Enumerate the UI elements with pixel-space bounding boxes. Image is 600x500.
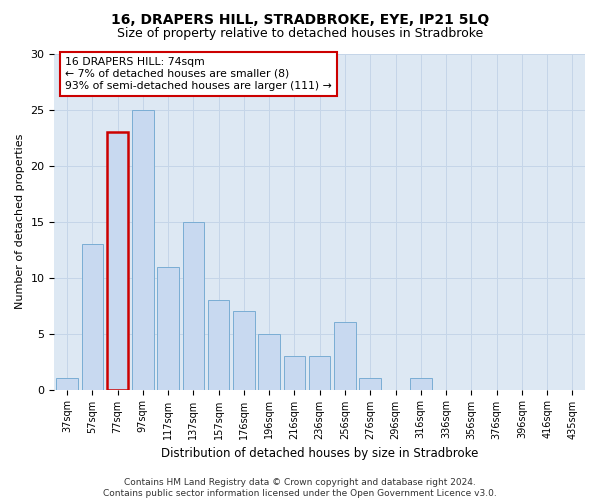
X-axis label: Distribution of detached houses by size in Stradbroke: Distribution of detached houses by size … [161, 447, 478, 460]
Bar [82, 244, 103, 390]
Bar [132, 110, 154, 390]
Bar [359, 378, 381, 390]
Bar [107, 132, 128, 390]
Text: Size of property relative to detached houses in Stradbroke: Size of property relative to detached ho… [117, 28, 483, 40]
Text: 16 DRAPERS HILL: 74sqm
← 7% of detached houses are smaller (8)
93% of semi-detac: 16 DRAPERS HILL: 74sqm ← 7% of detached … [65, 58, 332, 90]
Bar [259, 334, 280, 390]
Bar [56, 378, 78, 390]
Bar [309, 356, 331, 390]
Bar [182, 222, 204, 390]
Bar [157, 266, 179, 390]
Text: Contains HM Land Registry data © Crown copyright and database right 2024.
Contai: Contains HM Land Registry data © Crown c… [103, 478, 497, 498]
Bar [233, 312, 254, 390]
Bar [334, 322, 356, 390]
Y-axis label: Number of detached properties: Number of detached properties [15, 134, 25, 310]
Text: 16, DRAPERS HILL, STRADBROKE, EYE, IP21 5LQ: 16, DRAPERS HILL, STRADBROKE, EYE, IP21 … [111, 12, 489, 26]
Bar [410, 378, 431, 390]
Bar [107, 132, 128, 390]
Bar [208, 300, 229, 390]
Bar [284, 356, 305, 390]
